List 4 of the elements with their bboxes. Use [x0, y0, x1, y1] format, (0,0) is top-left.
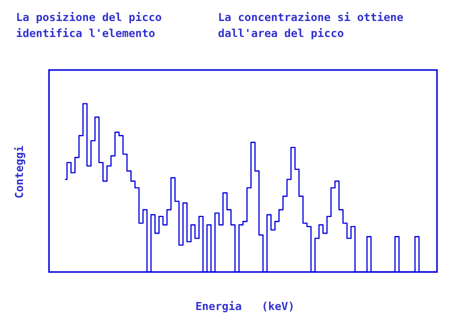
- text: La posizione del picco identifica l'elemento: [16, 10, 162, 40]
- y-axis-title: Conteggi: [12, 145, 26, 198]
- text: La concentrazione si ottiene dall'area del picco: [218, 10, 404, 40]
- x-axis-title: Energia (keV): [195, 300, 295, 313]
